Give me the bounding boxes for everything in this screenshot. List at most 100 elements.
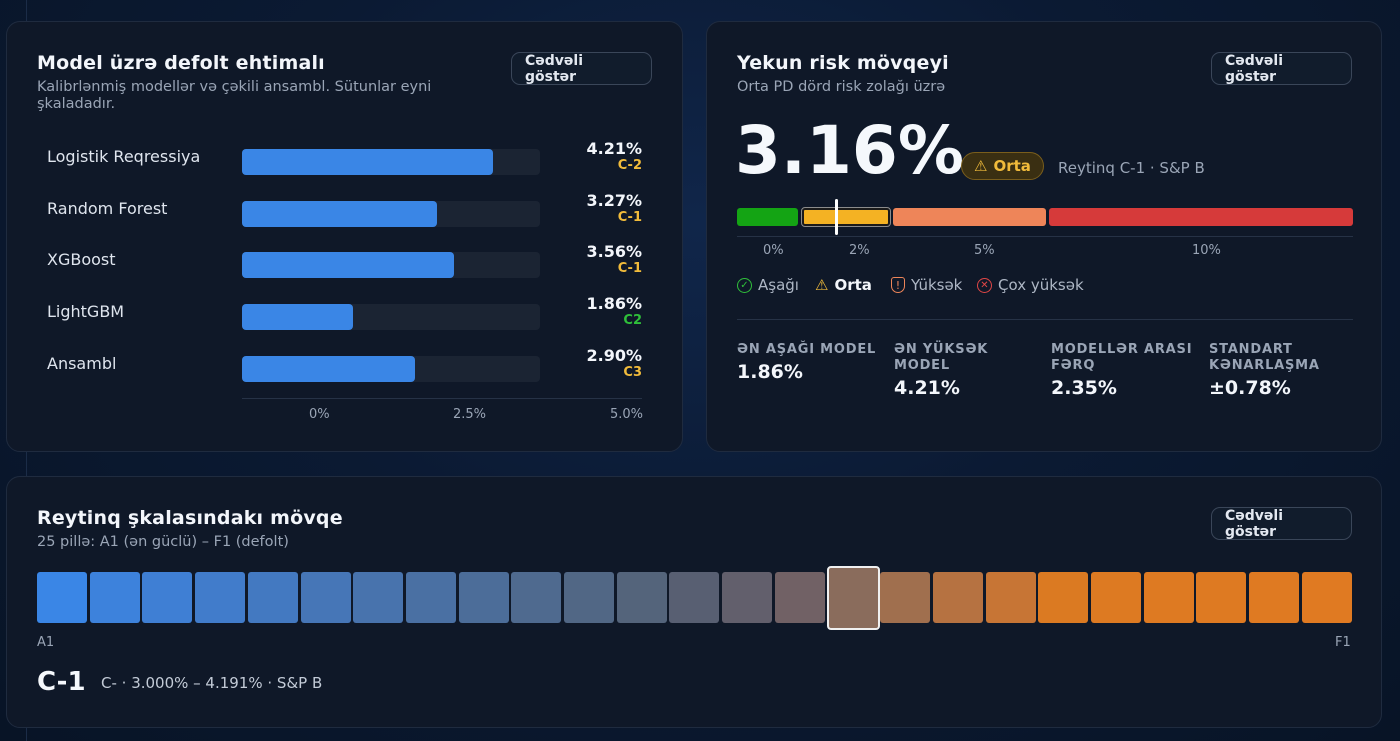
bar-track — [242, 149, 540, 175]
rating-cell — [880, 572, 931, 623]
rating-scale-card: Reytinq şkalasındakı mövqe 25 pillə: A1 … — [6, 476, 1382, 728]
bar-track — [242, 252, 540, 279]
stat-value: 2.35% — [1051, 377, 1117, 399]
scale-start-label: A1 — [37, 635, 55, 650]
stat-label: ƏN YÜKSƏK MODEL — [894, 342, 989, 373]
risk-badge: ⚠ Orta — [961, 152, 1044, 180]
rating-cell-selected — [826, 566, 880, 630]
bar-track — [242, 355, 540, 382]
rating-cell — [1249, 572, 1300, 623]
model-bar-row: LightGBM 1.86% C2 — [7, 294, 682, 334]
model-grade: C3 — [623, 364, 642, 380]
bar-track — [242, 200, 540, 227]
stat-label: ƏN AŞAĞI MODEL — [737, 342, 877, 357]
bar-fill — [242, 200, 437, 227]
band-axis-line — [737, 236, 1353, 237]
x-circle-icon: ✕ — [977, 277, 992, 293]
band-tick: 2% — [849, 243, 870, 258]
show-table-button[interactable]: Cədvəli göstər — [1211, 52, 1352, 85]
rating-cell — [195, 572, 246, 623]
bar-fill — [242, 149, 493, 175]
shield-icon: ! — [891, 277, 905, 293]
risk-band-low — [737, 208, 798, 226]
model-name: XGBoost — [47, 250, 116, 270]
show-table-button[interactable]: Cədvəli göstər — [1211, 507, 1352, 540]
model-grade: C2 — [623, 313, 642, 329]
model-name: LightGBM — [47, 302, 125, 322]
rating-scale-cells — [7, 477, 1381, 647]
rating-cell — [1196, 572, 1247, 623]
legend-label: Yüksək — [911, 276, 963, 294]
rating-cell — [985, 572, 1036, 623]
bar-fill — [242, 355, 415, 382]
rating-cell — [564, 572, 614, 623]
scale-end-label: F1 — [1335, 635, 1351, 650]
rating-cell — [1143, 572, 1194, 623]
model-bar-row: XGBoost 3.56% C-1 — [7, 242, 682, 282]
grade-description: C- · 3.000% – 4.191% · S&P B — [101, 674, 323, 692]
model-name: Logistik Reqressiya — [47, 147, 201, 166]
risk-band-high — [893, 208, 1046, 226]
rating-cell — [774, 572, 825, 623]
model-pd-value: 4.21% — [586, 139, 642, 158]
stats-divider — [737, 319, 1353, 320]
card-subtitle: Kalibrlənmiş modellər və çəkili ansambl.… — [37, 79, 432, 112]
model-grade: C-2 — [617, 158, 642, 173]
rating-cell — [616, 572, 667, 623]
pd-marker — [835, 199, 838, 235]
warning-icon: ⚠ — [815, 276, 829, 294]
model-pd-card: Model üzrə defolt ehtimalı Kalibrlənmiş … — [6, 21, 683, 452]
card-title: Model üzrə defolt ehtimalı — [37, 52, 325, 74]
rating-cell — [247, 572, 298, 623]
average-pd-value: 3.16% — [735, 112, 964, 189]
stat-value: 4.21% — [894, 377, 960, 399]
bar-fill — [242, 304, 353, 331]
rating-cell — [1091, 572, 1141, 623]
rating-cell — [458, 572, 509, 623]
current-grade: C-1 — [37, 667, 86, 697]
rating-cell — [353, 572, 404, 623]
model-pd-value: 3.56% — [586, 242, 642, 262]
risk-band-very-high — [1049, 208, 1353, 226]
stat-label: STANDART KƏNARLAŞMA — [1209, 342, 1320, 373]
model-grade: C-1 — [617, 261, 642, 277]
risk-band-medium — [801, 207, 891, 227]
model-bar-row: Ansambl 2.90% C3 — [7, 346, 682, 386]
band-tick: 10% — [1192, 243, 1221, 258]
bar-track — [242, 304, 540, 331]
card-title: Yekun risk mövqeyi — [737, 52, 949, 74]
rating-cell — [932, 572, 983, 623]
legend-low: ✓ Aşağı — [737, 276, 799, 294]
risk-position-card: Yekun risk mövqeyi Orta PD dörd risk zol… — [706, 21, 1382, 452]
axis-tick: 2.5% — [453, 407, 487, 422]
model-bar-row: Random Forest 3.27% C-1 — [7, 191, 682, 231]
rating-cell — [1301, 572, 1352, 623]
model-pd-value: 3.27% — [586, 190, 642, 210]
axis-tick: 5.0% — [610, 407, 644, 422]
legend-label: Orta — [834, 276, 872, 294]
rating-cell — [37, 572, 87, 623]
rating-cell — [1038, 572, 1089, 623]
legend-label: Çox yüksək — [998, 276, 1084, 294]
badge-label: Orta — [993, 157, 1031, 175]
warning-icon: ⚠ — [974, 157, 988, 175]
rating-text: Reytinq C-1 · S&P B — [1058, 159, 1205, 177]
stat-label: MODELLƏR ARASI FƏRQ — [1051, 342, 1193, 373]
band-tick: 0% — [763, 243, 784, 258]
legend-label: Aşağı — [758, 276, 799, 294]
rating-cell — [142, 572, 193, 623]
rating-cell — [405, 572, 456, 623]
rating-cell — [669, 572, 720, 623]
band-tick: 5% — [974, 243, 995, 258]
stat-value: ±0.78% — [1209, 377, 1291, 399]
card-title: Reytinq şkalasındakı mövqe — [37, 507, 343, 529]
axis-line — [242, 398, 642, 399]
model-name: Random Forest — [47, 198, 168, 218]
check-circle-icon: ✓ — [737, 277, 752, 293]
model-pd-value: 1.86% — [586, 294, 642, 314]
rating-cell — [300, 572, 351, 623]
bar-fill — [242, 252, 454, 279]
rating-cell — [511, 572, 562, 623]
show-table-button[interactable]: Cədvəli göstər — [511, 52, 652, 85]
legend-high: ! Yüksək — [891, 276, 962, 294]
